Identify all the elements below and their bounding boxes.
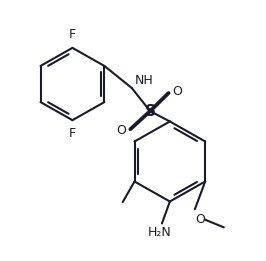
Text: S: S <box>145 104 156 119</box>
Text: NH: NH <box>134 74 153 87</box>
Text: O: O <box>117 124 126 137</box>
Text: F: F <box>69 127 76 140</box>
Text: O: O <box>172 85 182 98</box>
Text: F: F <box>69 28 76 41</box>
Text: H₂N: H₂N <box>147 226 171 239</box>
Text: O: O <box>195 213 205 226</box>
